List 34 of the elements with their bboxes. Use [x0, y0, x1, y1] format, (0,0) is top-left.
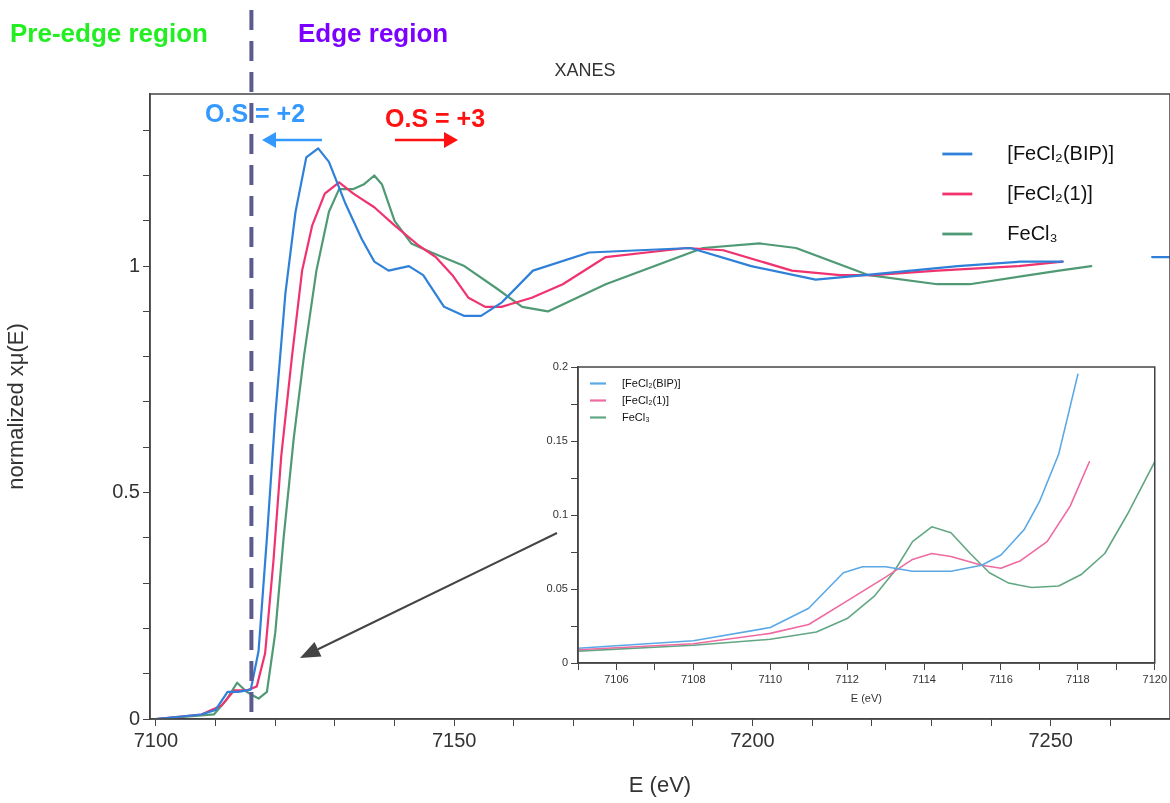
x-tick-label: 7250 [1028, 728, 1073, 751]
text: Pre-edge region [10, 18, 208, 48]
text: Edge region [298, 18, 449, 48]
x-tick-label: 7106 [604, 672, 629, 685]
x-tick-label: 7120 [1142, 672, 1168, 685]
legend-label: [FeCl₂(BIP)] [1007, 141, 1115, 164]
legend-label: [FeCl₂(1)] [1007, 181, 1093, 204]
x-tick-label: 7114 [912, 672, 936, 685]
legend-label: FeCl₃ [622, 410, 650, 423]
annotation: O.S = +2 [205, 99, 306, 127]
y-tick-label: 0 [561, 656, 568, 669]
x-axis-title: E (eV) [850, 692, 882, 705]
x-tick-label: 7108 [681, 672, 706, 685]
y-tick-label: 0.05 [546, 582, 568, 595]
x-tick-label: 7200 [730, 728, 775, 751]
legend-label: [FeCl₂(1)] [622, 393, 670, 406]
legend-label: FeCl₃ [1007, 221, 1058, 244]
x-tick-label: 7112 [835, 672, 859, 685]
legend-label: [FeCl₂(BIP)] [622, 376, 681, 389]
chart-title: XANES [554, 59, 616, 80]
x-axis-title: E (eV) [628, 771, 692, 797]
x-tick-label: 7116 [989, 672, 1013, 685]
y-tick-label: 0 [128, 706, 140, 729]
y-tick-label: 0.1 [552, 508, 568, 521]
x-tick-label: 7150 [431, 728, 477, 751]
y-tick-label: 1 [128, 253, 140, 276]
annotation: O.S = +3 [385, 104, 486, 132]
x-tick-label: 7100 [133, 728, 179, 751]
y-tick-label: 0.15 [546, 434, 568, 447]
x-tick-label: 7118 [1066, 672, 1090, 685]
y-tick-label: 0.2 [552, 360, 568, 373]
x-tick-label: 7110 [758, 672, 783, 685]
y-axis-title: normalized xμ(E) [3, 323, 29, 490]
y-tick-label: 0.5 [112, 480, 140, 503]
